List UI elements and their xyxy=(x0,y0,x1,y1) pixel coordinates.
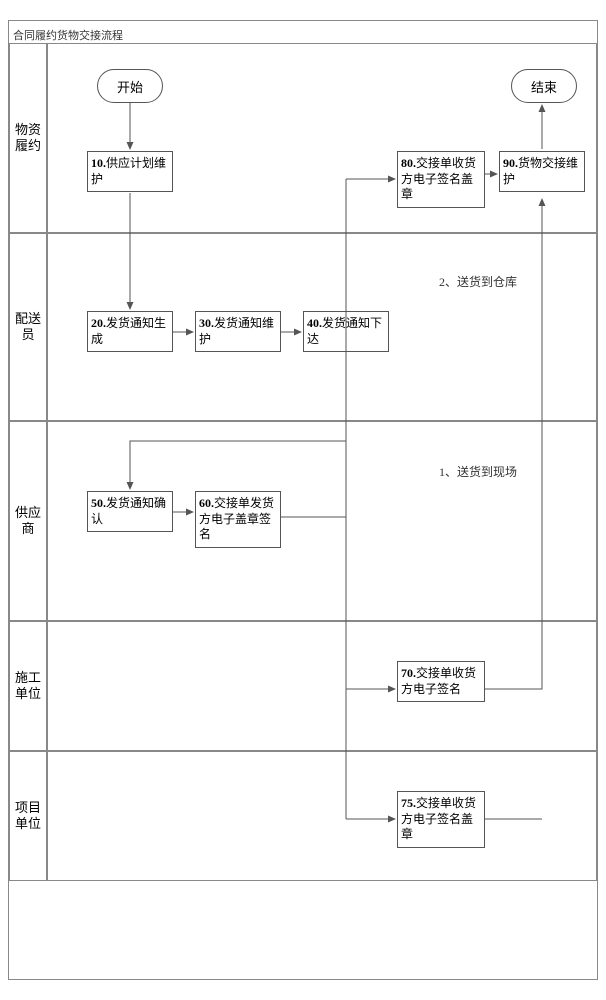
node-70: 70.交接单收货方电子签名 xyxy=(397,661,485,702)
end-terminator: 结束 xyxy=(511,69,577,103)
branch-label-site: 1、送货到现场 xyxy=(439,463,517,480)
lane-body-5 xyxy=(47,751,597,881)
node-50: 50.发货通知确认 xyxy=(87,491,173,532)
branch-label-warehouse: 2、送货到仓库 xyxy=(439,273,517,290)
lane-header-5: 项目单位 xyxy=(9,751,47,881)
node-30: 30.发货通知维护 xyxy=(195,311,281,352)
lane-header-4: 施工单位 xyxy=(9,621,47,751)
node-90: 90.货物交接维护 xyxy=(499,151,585,192)
lane-header-2: 配送员 xyxy=(9,233,47,421)
lane-header-3: 供应商 xyxy=(9,421,47,621)
node-60: 60.交接单发货方电子盖章签名 xyxy=(195,491,281,548)
lane-header-1: 物资履约 xyxy=(9,43,47,233)
lane-body-4 xyxy=(47,621,597,751)
node-20: 20.发货通知生成 xyxy=(87,311,173,352)
node-75: 75.交接单收货方电子签名盖章 xyxy=(397,791,485,848)
frame: 合同履约货物交接流程 物资履约 配送员 供应商 施工单位 项目单位 开始 结束 … xyxy=(8,20,598,980)
node-80: 80.交接单收货方电子签名盖章 xyxy=(397,151,485,208)
start-terminator: 开始 xyxy=(97,69,163,103)
node-10: 10.供应计划维护 xyxy=(87,151,173,192)
node-40: 40.发货通知下达 xyxy=(303,311,389,352)
diagram-title: 合同履约货物交接流程 xyxy=(13,27,123,43)
